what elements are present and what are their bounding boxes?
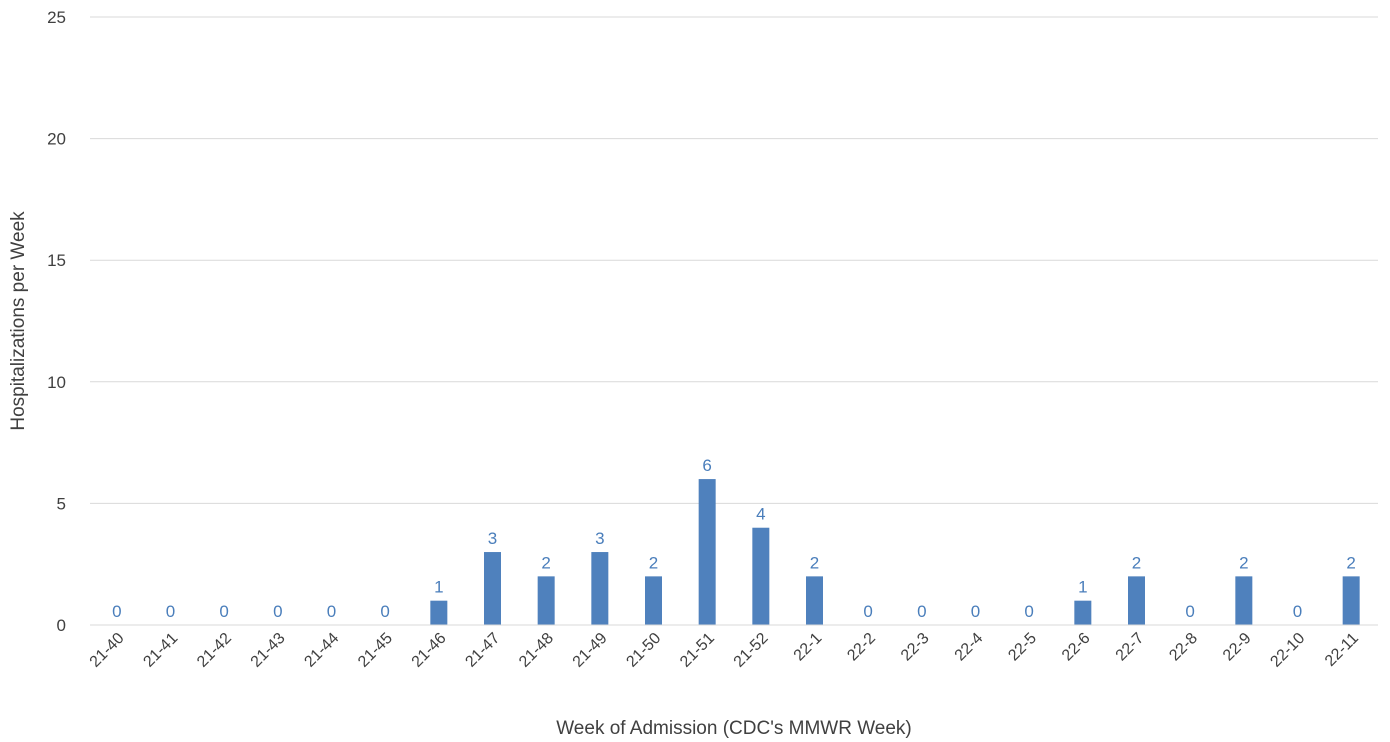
x-tick-label-22-7: 22-7: [1113, 630, 1148, 665]
data-label-22-8: 0: [1185, 602, 1194, 621]
data-label-21-44: 0: [327, 602, 336, 621]
data-label-22-11: 2: [1346, 553, 1355, 572]
y-tick-label: 10: [47, 373, 66, 392]
x-tick-label-21-45: 21-45: [355, 630, 396, 671]
x-tick-label-21-47: 21-47: [462, 630, 503, 671]
x-tick-label-22-11: 22-11: [1322, 630, 1362, 670]
data-label-22-9: 2: [1239, 553, 1248, 572]
bar-22-6: [1074, 600, 1092, 625]
data-label-21-51: 6: [702, 456, 711, 475]
bar-22-9: [1235, 576, 1253, 625]
bar-21-48: [537, 576, 555, 625]
x-tick-label-22-3: 22-3: [898, 630, 933, 665]
x-tick-label-21-48: 21-48: [516, 630, 557, 671]
x-tick-label-22-4: 22-4: [952, 630, 987, 665]
bar-21-52: [752, 527, 770, 625]
x-tick-label-21-49: 21-49: [570, 630, 611, 671]
data-label-22-10: 0: [1293, 602, 1302, 621]
data-label-21-43: 0: [273, 602, 282, 621]
data-label-21-48: 2: [541, 553, 550, 572]
bar-21-47: [484, 552, 501, 625]
bar-21-51: [698, 479, 716, 625]
x-tick-label-21-50: 21-50: [623, 630, 664, 671]
x-tick-label-22-9: 22-9: [1220, 630, 1255, 665]
data-label-21-52: 4: [756, 505, 765, 524]
bar-22-1: [806, 576, 823, 625]
data-label-21-40: 0: [112, 602, 121, 621]
y-tick-label: 0: [57, 616, 66, 635]
data-label-22-3: 0: [917, 602, 926, 621]
x-tick-label-21-43: 21-43: [248, 630, 289, 671]
x-tick-label-22-6: 22-6: [1059, 630, 1094, 665]
gridlines: [90, 16, 1378, 504]
data-label-21-50: 2: [649, 553, 658, 572]
x-axis-ticks: 21-40 21-41 21-42 21-43 21-44 21-45 21-46 21-47…: [87, 630, 1362, 671]
x-tick-label-21-41: 21-41: [140, 630, 181, 671]
x-axis-label: Week of Admission (CDC's MMWR Week): [556, 718, 912, 739]
data-label-21-46: 1: [434, 578, 443, 597]
x-tick-label-21-46: 21-46: [409, 630, 450, 671]
x-tick-label-21-44: 21-44: [301, 630, 342, 671]
y-tick-label: 5: [57, 494, 66, 513]
x-tick-label-22-2: 22-2: [844, 630, 879, 665]
y-axis-ticks: 0 5 10 15 20 25: [47, 8, 66, 635]
data-label-22-6: 1: [1078, 578, 1087, 597]
data-labels: 0 0 0 0 0 0 1 3 2 3 2 6 4 2 0 0 0 0 1 2 0 2 0 2: [112, 456, 1356, 621]
x-tick-label-22-10: 22-10: [1267, 630, 1308, 671]
x-tick-label-22-1: 22-1: [791, 630, 826, 665]
x-tick-label-21-40: 21-40: [87, 630, 128, 671]
bars: [430, 479, 1360, 625]
data-label-21-42: 0: [219, 602, 228, 621]
y-axis-label: Hospitalizations per Week: [8, 211, 29, 431]
data-label-21-41: 0: [166, 602, 175, 621]
bar-21-49: [591, 552, 609, 625]
y-tick-label: 25: [47, 8, 66, 27]
y-tick-label: 20: [47, 130, 66, 149]
bar-22-7: [1128, 576, 1145, 625]
data-label-22-1: 2: [810, 553, 819, 572]
bar-21-46: [430, 600, 448, 625]
data-label-22-4: 0: [971, 602, 980, 621]
y-tick-label: 15: [47, 251, 66, 270]
bar-21-50: [645, 576, 662, 625]
data-label-22-2: 0: [863, 602, 872, 621]
x-tick-label-21-51: 21-51: [677, 630, 718, 671]
bar-22-11: [1342, 576, 1360, 625]
x-tick-label-21-52: 21-52: [731, 630, 772, 671]
data-label-21-49: 3: [595, 529, 604, 548]
data-label-21-45: 0: [380, 602, 389, 621]
x-tick-label-22-5: 22-5: [1005, 630, 1040, 665]
data-label-22-7: 2: [1132, 553, 1141, 572]
data-label-21-47: 3: [488, 529, 497, 548]
x-tick-label-21-42: 21-42: [194, 630, 235, 671]
x-tick-label-22-8: 22-8: [1166, 630, 1201, 665]
data-label-22-5: 0: [1024, 602, 1033, 621]
